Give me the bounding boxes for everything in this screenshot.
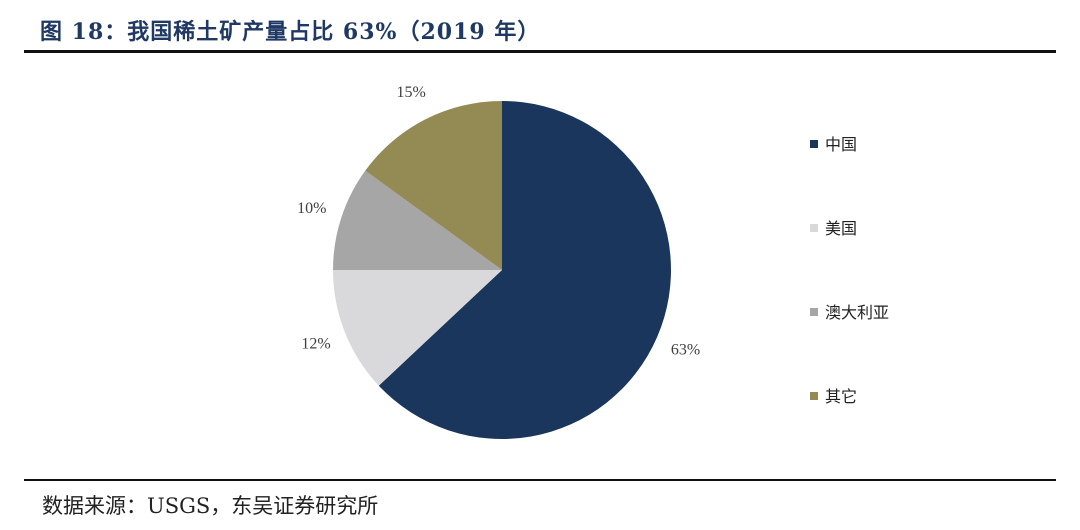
legend-label-3: 其它 xyxy=(825,387,857,406)
legend-label-2: 澳大利亚 xyxy=(825,303,889,322)
pie-slice-1 xyxy=(333,270,502,386)
data-label-1: 12% xyxy=(301,336,330,353)
pie-slice-3 xyxy=(365,101,502,270)
title-divider xyxy=(24,50,1056,53)
pie-slice-0 xyxy=(378,101,672,439)
data-label-3: 15% xyxy=(397,84,426,101)
legend-swatch-1 xyxy=(810,224,818,232)
pie-slice-2 xyxy=(333,170,502,270)
data-label-0: 63% xyxy=(671,341,700,358)
legend-label-1: 美国 xyxy=(825,219,857,238)
legend-swatch-0 xyxy=(810,140,818,148)
chart-title: 图 18：我国稀土矿产量占比 63%（2019 年） xyxy=(40,19,541,45)
legend-swatch-2 xyxy=(810,308,818,316)
data-source: 数据来源：USGS，东吴证券研究所 xyxy=(42,494,379,518)
legend-label-0: 中国 xyxy=(825,135,857,154)
data-label-2: 10% xyxy=(297,200,326,217)
source-divider xyxy=(24,479,1056,481)
legend-swatch-3 xyxy=(810,392,818,400)
